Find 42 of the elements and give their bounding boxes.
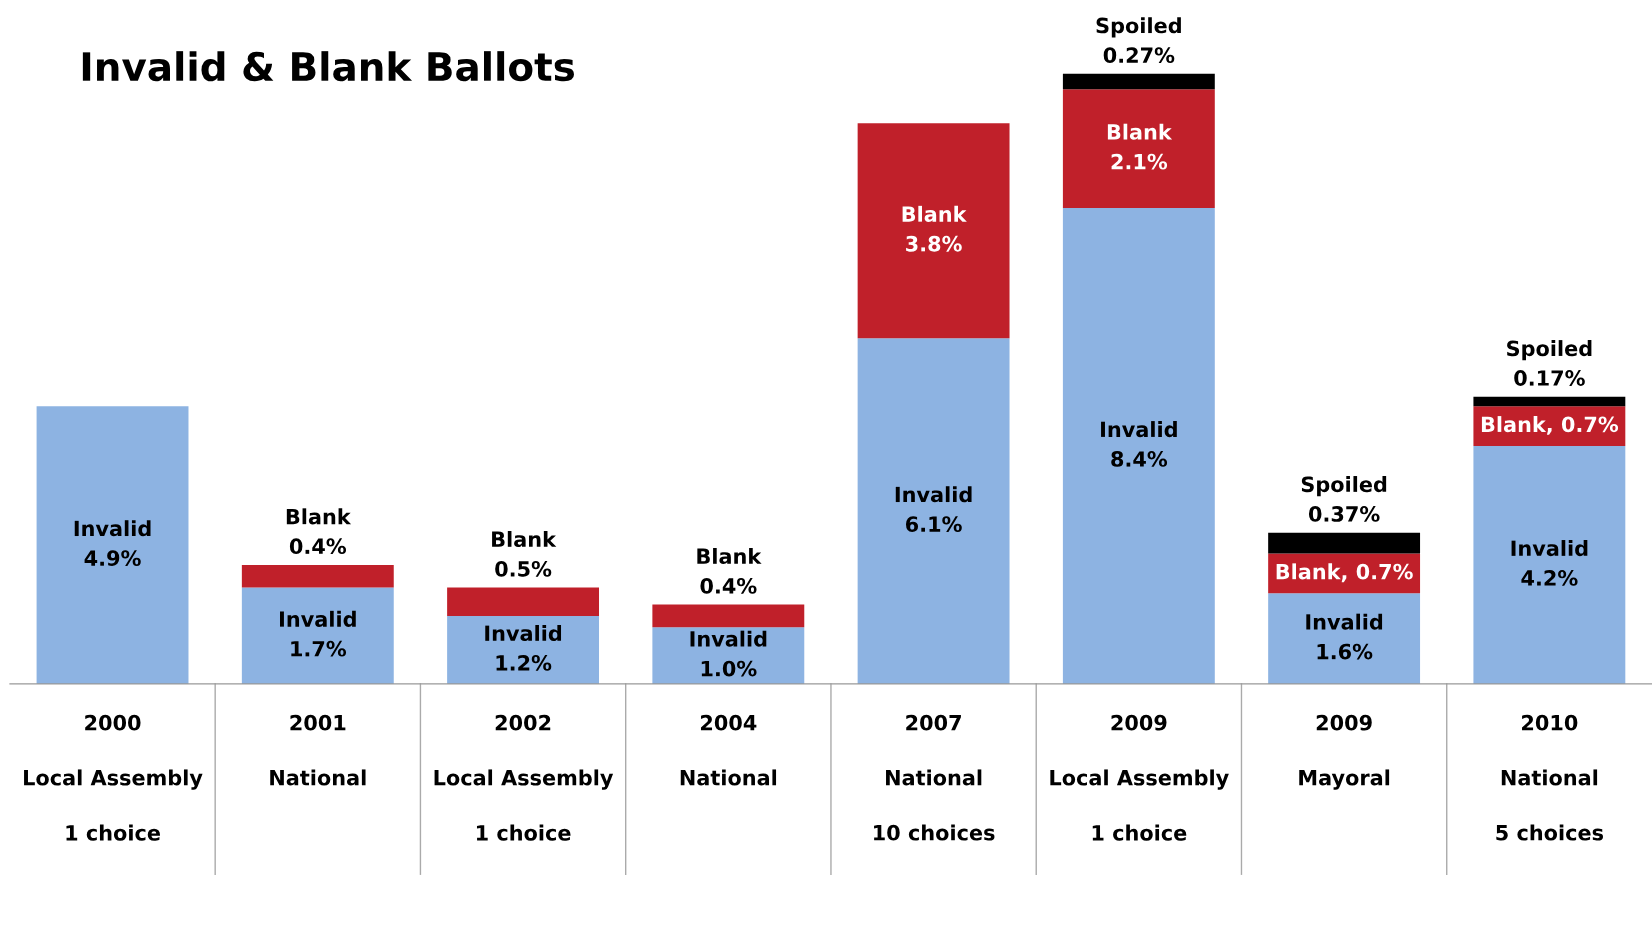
chart-title: Invalid & Blank Ballots bbox=[82, 51, 574, 82]
data-label: Blank 0.5% bbox=[492, 530, 557, 577]
bar bbox=[1268, 532, 1421, 554]
data-label: Blank 0.4% bbox=[697, 547, 762, 594]
bar bbox=[1062, 89, 1215, 209]
bar bbox=[36, 406, 189, 684]
data-label: Invalid 1.7% bbox=[280, 610, 356, 657]
data-label: Spoiled 0.27% bbox=[1096, 17, 1181, 64]
bar bbox=[1473, 445, 1626, 684]
data-label: Invalid 8.4% bbox=[1101, 421, 1177, 467]
data-label: Spoiled 0.17% bbox=[1507, 340, 1592, 386]
category-label: 2010 National 5 choices bbox=[1496, 714, 1604, 841]
data-label: Blank 0.4% bbox=[286, 508, 352, 555]
bar bbox=[857, 123, 1010, 339]
data-label: Blank, 0.7% bbox=[1276, 563, 1413, 583]
data-label: Invalid 1.6% bbox=[1306, 613, 1383, 660]
bar bbox=[1473, 396, 1626, 407]
data-label: Invalid 4.2% bbox=[1511, 540, 1588, 586]
category-label: 2004 National bbox=[680, 714, 777, 786]
data-label: Blank, 0.7% bbox=[1481, 416, 1619, 435]
category-label: 2007 National 10 choices bbox=[874, 714, 995, 841]
bar bbox=[1062, 73, 1215, 90]
bar bbox=[447, 587, 600, 616]
bar bbox=[447, 615, 600, 684]
data-label: Invalid 4.9% bbox=[74, 520, 151, 566]
data-label: Spoiled 0.37% bbox=[1301, 476, 1387, 522]
category-label: 2000 Local Assembly 1 choice bbox=[24, 714, 203, 841]
category-label: 2009 Local Assembly 1 choice bbox=[1050, 714, 1229, 841]
bar bbox=[241, 564, 394, 588]
category-label: 2001 National bbox=[270, 714, 366, 786]
bar bbox=[652, 604, 805, 628]
data-label: Blank 2.1% bbox=[1107, 123, 1173, 170]
bar bbox=[241, 587, 394, 684]
data-label: Blank 3.8% bbox=[902, 205, 967, 252]
category-label: 2002 Local Assembly 1 choice bbox=[434, 714, 614, 841]
bar bbox=[1062, 208, 1215, 684]
data-label: Invalid 1.0% bbox=[690, 630, 767, 677]
category-label: 2009 Mayoral bbox=[1299, 714, 1390, 790]
bar bbox=[857, 338, 1010, 684]
data-label: Invalid 6.1% bbox=[895, 486, 972, 533]
data-label: Invalid 1.2% bbox=[485, 624, 562, 671]
bar bbox=[1268, 593, 1421, 684]
